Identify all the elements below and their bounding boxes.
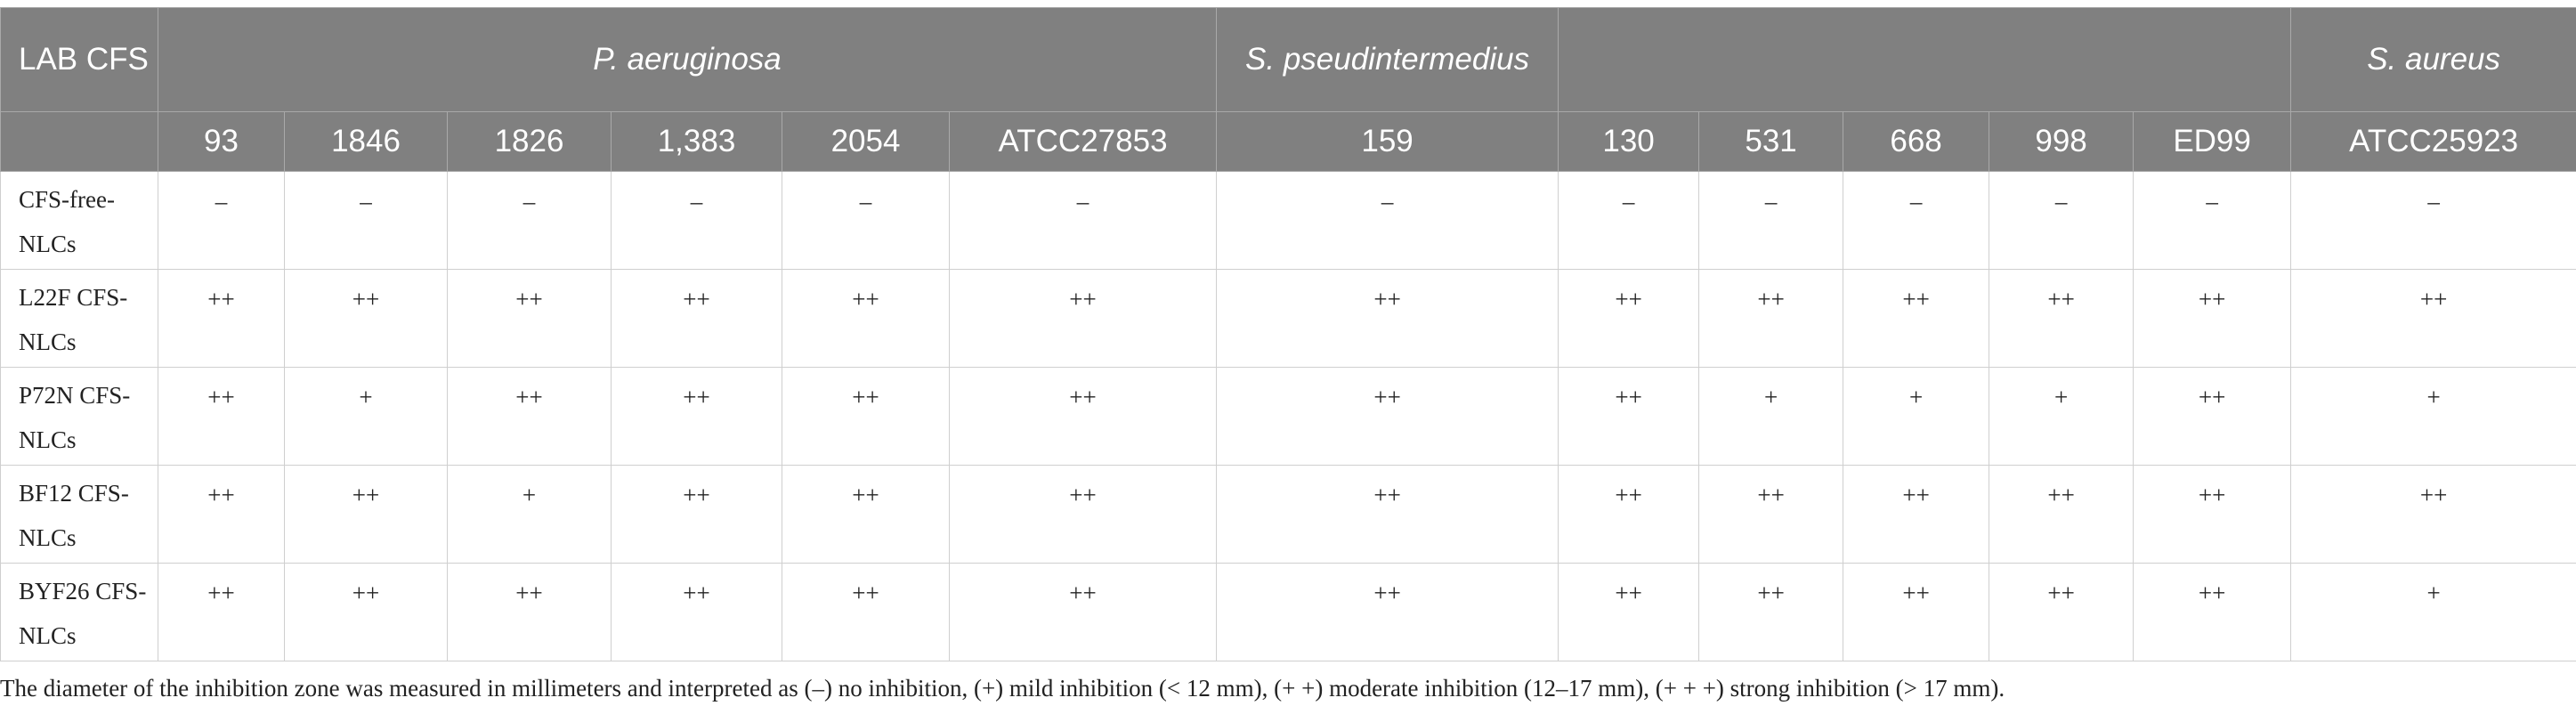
table-cell: ++ (2133, 269, 2292, 368)
table-cell: ++ (1989, 269, 2135, 368)
table-cell: ++ (1216, 367, 1559, 466)
table-cell: ++ (1216, 269, 1559, 368)
table-cell: – (284, 171, 448, 270)
table-cell: + (1843, 367, 1990, 466)
table-cell: ++ (611, 269, 782, 368)
table-cell: – (1216, 171, 1559, 270)
strain-header: ED99 (2133, 111, 2292, 172)
strain-header: ATCC27853 (948, 111, 1218, 172)
strain-header: 531 (1698, 111, 1844, 172)
strain-header: 1846 (284, 111, 448, 172)
header-row-species: LAB CFS P. aeruginosa S. pseudintermediu… (0, 7, 2576, 112)
table-cell: ++ (447, 563, 612, 661)
inhibition-table: LAB CFS P. aeruginosa S. pseudintermediu… (0, 7, 2576, 661)
strain-header: 93 (158, 111, 285, 172)
table-cell: – (948, 171, 1218, 270)
table-cell: – (447, 171, 612, 270)
table-row: P72N CFS-NLCs ++ + ++ ++ ++ ++ ++ ++ + + + ++ + (0, 367, 2576, 466)
table-cell: + (1698, 367, 1844, 466)
table-row: BYF26 CFS-NLCs ++ ++ ++ ++ ++ ++ ++ ++ ++ ++ ++ ++ + (0, 563, 2576, 661)
table-cell: + (447, 465, 612, 564)
table-row: CFS-free-NLCs – – – – – – – – – – – – – (0, 171, 2576, 270)
inhibition-table-container: LAB CFS P. aeruginosa S. pseudintermediu… (0, 7, 2576, 661)
table-cell: – (2290, 171, 2576, 270)
table-cell: + (1989, 367, 2135, 466)
group-header-s-aureus: S. aureus (2290, 7, 2576, 112)
table-cell: ++ (1558, 269, 1700, 368)
table-cell: ++ (447, 269, 612, 368)
header-row-strains: 93 1846 1826 1,383 2054 ATCC27853 159 13… (0, 111, 2576, 172)
table-cell: – (611, 171, 782, 270)
table-cell: ++ (2133, 465, 2292, 564)
strain-header: ATCC25923 (2290, 111, 2576, 172)
table-cell: ++ (284, 465, 448, 564)
table-cell: ++ (1698, 269, 1844, 368)
row-label: L22F CFS-NLCs (0, 269, 158, 368)
corner-header: LAB CFS (0, 7, 158, 112)
table-cell: ++ (158, 367, 285, 466)
table-cell: ++ (284, 269, 448, 368)
table-cell: ++ (1698, 465, 1844, 564)
group-header-s-pseudintermedius: S. pseudintermedius (1216, 7, 1559, 112)
table-cell: ++ (158, 563, 285, 661)
strain-header: 1,383 (611, 111, 782, 172)
strain-header: 998 (1989, 111, 2135, 172)
group-header-blank (1558, 7, 2292, 112)
table-cell: ++ (611, 367, 782, 466)
table-cell: ++ (782, 367, 950, 466)
table-cell: ++ (2133, 563, 2292, 661)
table-cell: ++ (782, 269, 950, 368)
table-cell: ++ (2290, 269, 2576, 368)
table-cell: ++ (948, 563, 1218, 661)
row-label: BYF26 CFS-NLCs (0, 563, 158, 661)
table-cell: ++ (948, 465, 1218, 564)
table-cell: ++ (611, 563, 782, 661)
table-row: L22F CFS-NLCs ++ ++ ++ ++ ++ ++ ++ ++ ++ ++ ++ ++ ++ (0, 269, 2576, 368)
strain-header: 668 (1843, 111, 1990, 172)
row-label: BF12 CFS-NLCs (0, 465, 158, 564)
table-cell: ++ (1843, 563, 1990, 661)
table-cell: – (782, 171, 950, 270)
table-cell: + (2290, 563, 2576, 661)
strain-header: 1826 (447, 111, 612, 172)
table-cell: ++ (158, 269, 285, 368)
table-cell: – (1989, 171, 2135, 270)
strain-header: 159 (1216, 111, 1559, 172)
table-cell: ++ (1216, 465, 1559, 564)
table-cell: ++ (1843, 269, 1990, 368)
table-cell: ++ (284, 563, 448, 661)
table-cell: – (2133, 171, 2292, 270)
table-cell: + (284, 367, 448, 466)
table-row: BF12 CFS-NLCs ++ ++ + ++ ++ ++ ++ ++ ++ ++ ++ ++ ++ (0, 465, 2576, 564)
table-cell: ++ (1843, 465, 1990, 564)
table-cell: ++ (1698, 563, 1844, 661)
strain-header: 2054 (782, 111, 950, 172)
strain-header: 130 (1558, 111, 1700, 172)
table-cell: + (2290, 367, 2576, 466)
table-cell: ++ (2290, 465, 2576, 564)
table-cell: ++ (2133, 367, 2292, 466)
table-cell: ++ (948, 269, 1218, 368)
table-cell: ++ (782, 563, 950, 661)
table-cell: – (1698, 171, 1844, 270)
table-cell: ++ (1558, 465, 1700, 564)
row-label: P72N CFS-NLCs (0, 367, 158, 466)
table-cell: ++ (1558, 563, 1700, 661)
table-cell: ++ (1216, 563, 1559, 661)
table-cell: ++ (158, 465, 285, 564)
table-cell: ++ (782, 465, 950, 564)
table-cell: ++ (948, 367, 1218, 466)
table-cell: – (1843, 171, 1990, 270)
table-cell: – (1558, 171, 1700, 270)
table-footnote: The diameter of the inhibition zone was … (0, 675, 2005, 702)
table-cell: ++ (611, 465, 782, 564)
table-cell: ++ (1989, 563, 2135, 661)
table-cell: ++ (447, 367, 612, 466)
table-cell: ++ (1989, 465, 2135, 564)
table-cell: ++ (1558, 367, 1700, 466)
row-label: CFS-free-NLCs (0, 171, 158, 270)
group-header-p-aeruginosa: P. aeruginosa (157, 7, 1218, 112)
table-cell: – (158, 171, 285, 270)
strain-header-empty (0, 111, 158, 172)
